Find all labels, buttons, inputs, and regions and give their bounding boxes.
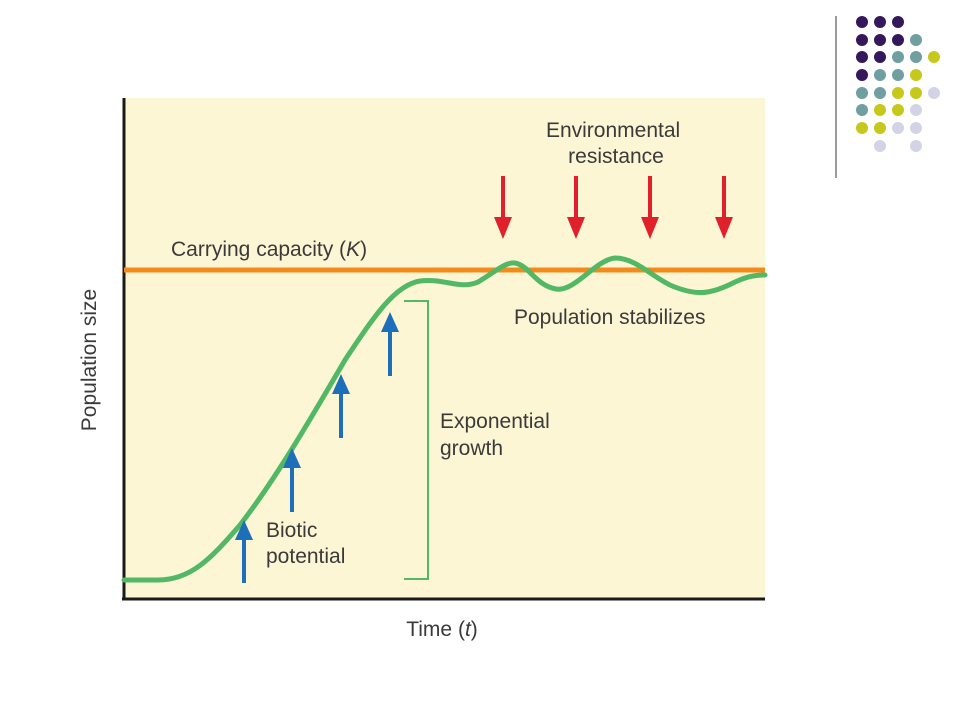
decorative-dot (910, 122, 922, 134)
resistance-arrow (567, 176, 585, 239)
exponential-growth-bracket (404, 300, 429, 580)
biotic-arrow (332, 374, 350, 438)
decorative-dot (910, 34, 922, 46)
decorative-dot (874, 140, 886, 152)
decorative-dot (874, 104, 886, 116)
decorative-dot (856, 87, 868, 99)
decorative-dot (874, 87, 886, 99)
resistance-arrow (715, 176, 733, 239)
plot-background (124, 98, 765, 598)
biotic-arrow (235, 520, 253, 583)
biotic-potential-label: Biotic potential (266, 519, 345, 568)
decorative-dot (856, 69, 868, 81)
decorative-dot (928, 51, 940, 63)
biotic-arrow (381, 312, 399, 376)
exponential-growth-label: Exponential growth (440, 410, 556, 460)
decorative-dot (892, 104, 904, 116)
x-axis-label: Time (t) (406, 618, 478, 641)
decorative-dot (892, 87, 904, 99)
decorative-dot (892, 69, 904, 81)
decorative-dot (856, 51, 868, 63)
decorative-dot (892, 16, 904, 28)
environmental-resistance-label: Environmental resistance (546, 119, 686, 168)
decorative-dot (856, 16, 868, 28)
decorative-dot (910, 51, 922, 63)
environmental-resistance-arrows (494, 176, 733, 239)
population-stabilizes-label: Population stabilizes (514, 306, 705, 329)
biotic-arrow (283, 448, 301, 512)
decorative-dot (874, 122, 886, 134)
decorative-dot (910, 87, 922, 99)
decorative-dot (856, 122, 868, 134)
decorative-dot (910, 104, 922, 116)
decorative-dot (892, 122, 904, 134)
decorative-dot (874, 34, 886, 46)
decorative-dot (874, 51, 886, 63)
decorative-dot (892, 34, 904, 46)
population-curve (121, 255, 768, 583)
resistance-arrow (641, 176, 659, 239)
resistance-arrow (494, 176, 512, 239)
decorative-dot (856, 34, 868, 46)
decorative-dot (910, 69, 922, 81)
decorative-dot-grid (856, 16, 940, 152)
decorative-dot (892, 51, 904, 63)
y-axis-label: Population size (78, 289, 101, 431)
biotic-potential-arrows (235, 312, 399, 583)
decorative-dot (874, 16, 886, 28)
decorative-dot (928, 87, 940, 99)
decorative-dot (910, 140, 922, 152)
decorative-dot (856, 104, 868, 116)
decorative-dot (874, 69, 886, 81)
carrying-capacity-label: Carrying capacity (K) (171, 238, 367, 261)
